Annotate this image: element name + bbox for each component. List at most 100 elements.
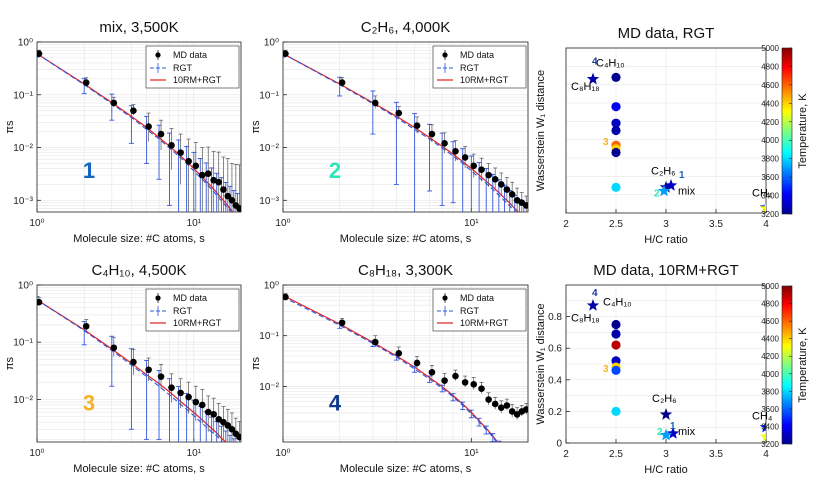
- annotation: CH₄: [752, 410, 773, 422]
- panel-number: 3: [83, 391, 95, 416]
- legend: MD data RGT 10RM+RGT: [432, 288, 527, 332]
- md-point: [470, 380, 478, 388]
- legend-10rm-label: 10RM+RGT: [460, 75, 509, 85]
- scatter-circle: [611, 340, 621, 350]
- y-tick-label: 10⁻³: [259, 196, 279, 207]
- md-point: [452, 147, 459, 155]
- y-axis-label: πs: [250, 120, 262, 134]
- colorbar-tick-label: 3400: [761, 192, 779, 201]
- legend: MD data RGT 10RM+RGT: [145, 288, 240, 332]
- colorbar-tick-label: 3200: [761, 440, 779, 449]
- colorbar-strip: [781, 47, 793, 215]
- md-point: [461, 154, 469, 161]
- scatter-star: [759, 420, 766, 433]
- colorbar-tick-label: 3400: [761, 422, 779, 431]
- md-point: [491, 400, 499, 408]
- y-tick-label: 0.8: [548, 312, 562, 323]
- annotation: 3: [603, 364, 609, 375]
- y-axis-label: Wasserstein W₁ distance: [535, 303, 547, 424]
- legend-box: [432, 45, 527, 89]
- axes-box: [36, 41, 242, 213]
- x-tick-label: 10¹: [464, 448, 479, 459]
- chart-p1: 10⁰ 10¹ 10⁰ 10⁻¹ 10⁻² 10⁻³ mix, 3,500K Molecule…: [4, 19, 242, 245]
- md-point: [441, 377, 448, 384]
- md-point: [522, 406, 528, 413]
- chart-title: C₂H₆, 4,000K: [361, 19, 450, 36]
- md-point: [130, 107, 137, 114]
- y-tick-label: 0: [556, 439, 562, 450]
- annotation: 2: [654, 189, 660, 200]
- panel-number: 2: [329, 158, 341, 183]
- md-point: [470, 162, 478, 170]
- colorbar-tick-label: 4600: [761, 317, 779, 326]
- md-point: [145, 366, 152, 374]
- md-point: [185, 157, 192, 165]
- legend-rgt-label: RGT: [173, 306, 193, 316]
- md-point: [185, 393, 192, 401]
- colorbar-tick-label: 4600: [761, 81, 779, 90]
- chart-p4: 10⁰ 10¹ 10⁰ 10⁻¹ 10⁻² C₄H₁₀, 4,500K Molecule s…: [4, 262, 242, 475]
- scatter-circle: [611, 356, 621, 366]
- md-point: [168, 384, 175, 392]
- plot-area: [586, 72, 766, 213]
- scatter-circle: [611, 72, 621, 82]
- md-point: [199, 171, 206, 179]
- legend-10rm-label: 10RM+RGT: [173, 75, 222, 85]
- y-tick-label: 10⁰: [18, 38, 33, 49]
- legend-md-label: MD data: [460, 50, 494, 60]
- md-point: [441, 140, 448, 147]
- annotation: 4: [592, 288, 598, 299]
- y-tick-label: 10⁻¹: [13, 90, 33, 101]
- md-point: [145, 123, 152, 130]
- colorbar-tick-label: 4800: [761, 62, 779, 71]
- colorbar-label: Temperature, K: [797, 327, 809, 403]
- md-point: [452, 372, 459, 380]
- scatter-circle: [611, 182, 621, 192]
- scatter-circle: [611, 102, 621, 112]
- x-tick-label: 10⁰: [275, 448, 290, 459]
- md-point: [491, 175, 499, 183]
- md-point: [338, 79, 346, 86]
- annotation: 4: [592, 57, 598, 68]
- y-tick-label: 10⁻³: [13, 196, 33, 207]
- colorbar-tick-label: 5000: [761, 44, 779, 53]
- x-tick-label: 3.5: [709, 219, 723, 230]
- colorbar-tick-label: 4000: [761, 370, 779, 379]
- axes-box: [282, 284, 529, 443]
- y-tick-label: 10⁻²: [259, 382, 279, 393]
- colorbar-tick-label: 4000: [761, 136, 779, 145]
- md-point: [413, 359, 421, 367]
- x-axis-label: Molecule size: #C atoms, s: [73, 463, 205, 475]
- md-point: [228, 196, 236, 204]
- y-axis-label: πs: [4, 356, 16, 370]
- annotation: CH₄: [752, 188, 773, 200]
- md-point: [228, 426, 236, 433]
- colorbar-tick-label: 3200: [761, 210, 779, 219]
- scatter-star: [659, 428, 673, 441]
- colorbar-tick-label: 4400: [761, 99, 779, 108]
- md-point: [210, 410, 217, 418]
- colorbar-tick-label: 4200: [761, 118, 779, 127]
- colorbar-tick-label: 3800: [761, 155, 779, 164]
- x-tick-label: 10⁰: [275, 218, 290, 229]
- scatter-star: [657, 184, 671, 197]
- x-tick-label: 10⁰: [29, 218, 44, 229]
- colorbar-tick-label: 3600: [761, 405, 779, 414]
- chart-title: C₄H₁₀, 4,500K: [92, 262, 187, 279]
- x-tick-label: 2: [563, 449, 569, 460]
- md-point: [485, 396, 492, 403]
- md-point: [110, 344, 118, 352]
- scatter-star: [759, 430, 766, 442]
- x-tick-label: 4: [763, 449, 769, 460]
- y-axis-label: Wasserstein W₁ distance: [535, 70, 547, 191]
- x-tick-label: 3.5: [709, 449, 723, 460]
- axes-box: [282, 41, 529, 213]
- y-tick-label: 10⁰: [18, 281, 33, 292]
- scatter-circle: [611, 365, 621, 375]
- y-tick-label: 10⁻²: [13, 143, 33, 154]
- annotation: 1: [679, 170, 685, 181]
- scatter-circle: [611, 329, 621, 339]
- md-point: [522, 202, 528, 209]
- md-point: [204, 170, 212, 177]
